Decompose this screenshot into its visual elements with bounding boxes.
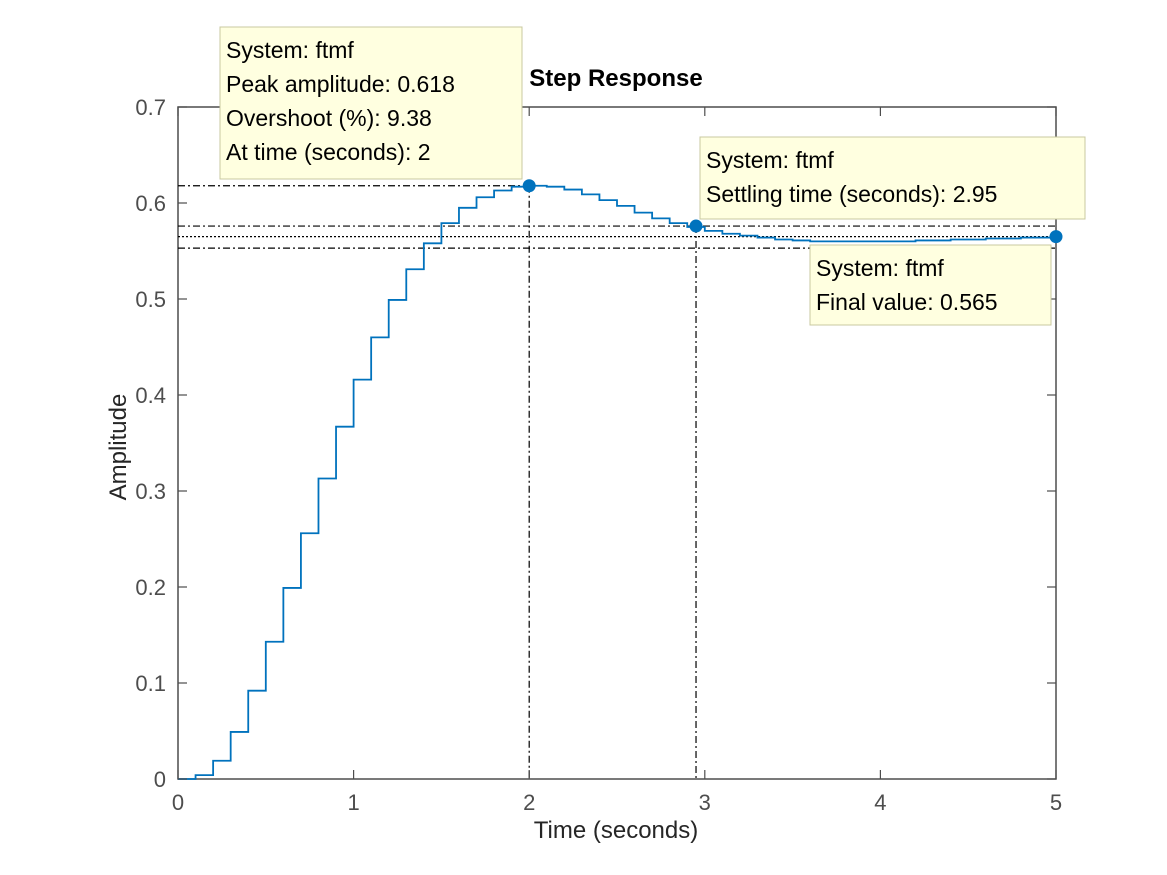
peak-datatip-line: System: ftmf <box>226 37 354 63</box>
y-tick-label: 0.5 <box>135 287 166 312</box>
y-tick-label: 0.4 <box>135 383 166 408</box>
series-line-ftmf[interactable] <box>178 184 1057 780</box>
data-tips[interactable]: System: ftmf Peak amplitude: 0.618 Oversho… <box>219 26 1086 326</box>
x-axis-label: Time (seconds) <box>534 817 698 844</box>
y-tick-label: 0 <box>154 767 166 792</box>
peak-datatip-box <box>219 26 523 180</box>
peak-datatip[interactable]: System: ftmf Peak amplitude: 0.618 Oversho… <box>219 26 523 180</box>
x-tick-label: 1 <box>347 790 359 815</box>
x-tick-label: 2 <box>523 790 535 815</box>
final-datatip-line: Final value: 0.565 <box>816 289 998 315</box>
plot-area[interactable] <box>178 184 1057 780</box>
y-tick-label: 0.1 <box>135 671 166 696</box>
x-tick-label: 3 <box>699 790 711 815</box>
settling-datatip[interactable]: System: ftmf Settling time (seconds): 2.9… <box>699 136 1086 220</box>
final-datatip[interactable]: System: ftmf Final value: 0.565 <box>809 244 1052 326</box>
y-tick-label: 0.7 <box>135 95 166 120</box>
final-datatip-line: System: ftmf <box>816 255 944 281</box>
y-axis-label: Amplitude <box>105 394 132 501</box>
peak-datatip-line: At time (seconds): 2 <box>226 139 431 165</box>
final-marker[interactable] <box>1049 230 1063 244</box>
axis-ticks: 0 1 2 3 4 5 0 0.1 0.2 0.3 0.4 0.5 0.6 0.7 <box>135 95 1062 815</box>
x-tick-label: 4 <box>874 790 886 815</box>
y-tick-label: 0.6 <box>135 191 166 216</box>
peak-datatip-line: Peak amplitude: 0.618 <box>226 71 455 97</box>
data-markers[interactable] <box>522 179 1063 244</box>
peak-datatip-line: Overshoot (%): 9.38 <box>226 105 432 131</box>
settling-datatip-box <box>699 136 1086 220</box>
peak-marker[interactable] <box>522 179 536 193</box>
settling-datatip-line: System: ftmf <box>706 147 834 173</box>
y-tick-label: 0.2 <box>135 575 166 600</box>
settling-marker[interactable] <box>689 219 703 233</box>
y-tick-label: 0.3 <box>135 479 166 504</box>
chart-title: Step Response <box>529 65 702 92</box>
final-datatip-box <box>809 244 1052 326</box>
x-tick-label: 0 <box>172 790 184 815</box>
x-tick-label: 5 <box>1050 790 1062 815</box>
settling-datatip-line: Settling time (seconds): 2.95 <box>706 181 997 207</box>
